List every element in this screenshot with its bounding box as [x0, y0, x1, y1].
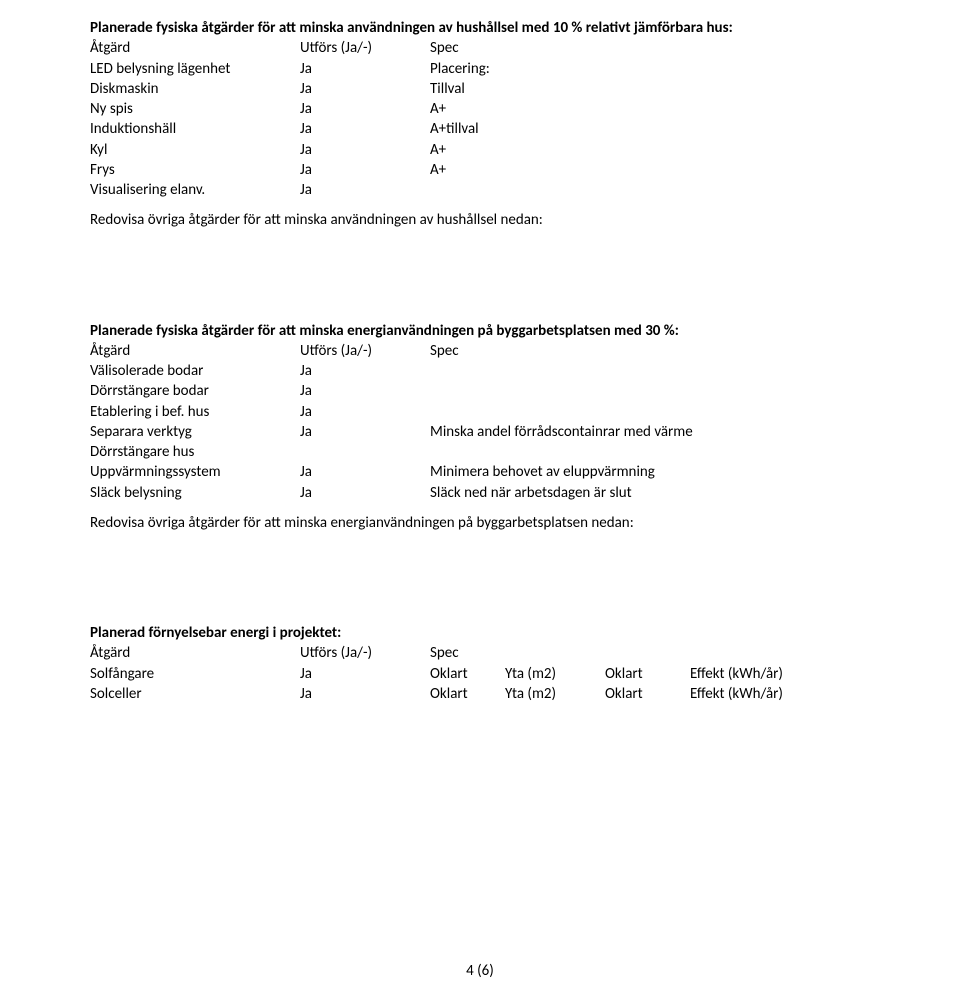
- row-action: Frys: [90, 160, 300, 180]
- table-row: Etablering i bef. hus Ja: [90, 402, 890, 422]
- row-perform: Ja: [300, 160, 430, 180]
- table-row: Solceller Ja Oklart Yta (m2) Oklart Effe…: [90, 684, 890, 704]
- row-perform: Ja: [300, 79, 430, 99]
- row-effect: Effekt (kWh/år): [690, 664, 890, 684]
- row-perform: Ja: [300, 59, 430, 79]
- row-action: Solceller: [90, 684, 300, 704]
- spacer: [90, 241, 890, 321]
- row-area-val: Oklart: [605, 684, 690, 704]
- table-row: Dörrstängare bodar Ja: [90, 381, 890, 401]
- construction-header-row: Åtgärd Utförs (Ja/-) Spec: [90, 341, 890, 361]
- household-header-b: Utförs (Ja/-): [300, 38, 430, 58]
- row-action: Separara verktyg: [90, 422, 300, 442]
- page: Planerade fysiska åtgärder för att minsk…: [0, 0, 960, 995]
- table-row: Separara verktyg Ja Minska andel förråds…: [90, 422, 890, 442]
- spacer: [90, 543, 890, 623]
- row-perform: Ja: [300, 180, 430, 200]
- household-after-paragraph: Redovisa övriga åtgärder för att minska …: [90, 210, 890, 230]
- household-header-c: Spec: [430, 38, 890, 58]
- row-action: Uppvärmningssystem: [90, 462, 300, 482]
- row-perform: Ja: [300, 99, 430, 119]
- row-action: Ny spis: [90, 99, 300, 119]
- row-action: Välisolerade bodar: [90, 361, 300, 381]
- row-perform: Ja: [300, 381, 430, 401]
- table-row: Visualisering elanv. Ja: [90, 180, 890, 200]
- row-effect: Effekt (kWh/år): [690, 684, 890, 704]
- row-perform: Ja: [300, 361, 430, 381]
- table-row: Ny spis Ja A+: [90, 99, 890, 119]
- table-row: LED belysning lägenhet Ja Placering:: [90, 59, 890, 79]
- row-spec: Tillval: [430, 79, 890, 99]
- row-perform: Ja: [300, 422, 430, 442]
- row-area: Yta (m2): [505, 684, 605, 704]
- household-title: Planerade fysiska åtgärder för att minsk…: [90, 18, 890, 38]
- row-action: Dörrstängare bodar: [90, 381, 300, 401]
- row-perform: Ja: [300, 684, 430, 704]
- renewable-header-b: Utförs (Ja/-): [300, 643, 430, 663]
- row-spec: Minimera behovet av eluppvärmning: [430, 462, 890, 482]
- row-action: Induktionshäll: [90, 119, 300, 139]
- row-spec: A+: [430, 160, 890, 180]
- table-row: Induktionshäll Ja A+tillval: [90, 119, 890, 139]
- row-spec: Oklart: [430, 664, 505, 684]
- renewable-section: Planerad förnyelsebar energi i projektet…: [90, 623, 890, 704]
- table-row: Solfångare Ja Oklart Yta (m2) Oklart Eff…: [90, 664, 890, 684]
- row-action: Kyl: [90, 140, 300, 160]
- renewable-header-c: Spec: [430, 643, 505, 663]
- row-perform: Ja: [300, 402, 430, 422]
- table-row: Uppvärmningssystem Ja Minimera behovet a…: [90, 462, 890, 482]
- row-spec: Oklart: [430, 684, 505, 704]
- household-section: Planerade fysiska åtgärder för att minsk…: [90, 18, 890, 231]
- row-action: Dörrstängare hus: [90, 442, 300, 462]
- row-action: Etablering i bef. hus: [90, 402, 300, 422]
- row-perform: Ja: [300, 483, 430, 503]
- table-row: Släck belysning Ja Släck ned när arbetsd…: [90, 483, 890, 503]
- construction-header-c: Spec: [430, 341, 890, 361]
- table-row: Frys Ja A+: [90, 160, 890, 180]
- row-action: Visualisering elanv.: [90, 180, 300, 200]
- row-spec: A+: [430, 99, 890, 119]
- household-header-row: Åtgärd Utförs (Ja/-) Spec: [90, 38, 890, 58]
- row-spec: Släck ned när arbetsdagen är slut: [430, 483, 890, 503]
- renewable-header-row: Åtgärd Utförs (Ja/-) Spec: [90, 643, 890, 663]
- table-row: Välisolerade bodar Ja: [90, 361, 890, 381]
- row-perform: Ja: [300, 119, 430, 139]
- row-perform: Ja: [300, 462, 430, 482]
- construction-after-paragraph: Redovisa övriga åtgärder för att minska …: [90, 513, 890, 533]
- row-spec: Placering:: [430, 59, 890, 79]
- construction-header-b: Utförs (Ja/-): [300, 341, 430, 361]
- row-perform: Ja: [300, 140, 430, 160]
- table-row: Diskmaskin Ja Tillval: [90, 79, 890, 99]
- table-row: Kyl Ja A+: [90, 140, 890, 160]
- row-spec: Minska andel förrådscontainrar med värme: [430, 422, 890, 442]
- construction-header-a: Åtgärd: [90, 341, 300, 361]
- row-action: Diskmaskin: [90, 79, 300, 99]
- row-action: Släck belysning: [90, 483, 300, 503]
- row-perform: Ja: [300, 664, 430, 684]
- page-footer: 4 (6): [0, 961, 960, 981]
- renewable-title: Planerad förnyelsebar energi i projektet…: [90, 623, 890, 643]
- row-spec: A+: [430, 140, 890, 160]
- row-action: LED belysning lägenhet: [90, 59, 300, 79]
- household-header-a: Åtgärd: [90, 38, 300, 58]
- row-spec: A+tillval: [430, 119, 890, 139]
- table-row: Dörrstängare hus: [90, 442, 890, 462]
- row-area: Yta (m2): [505, 664, 605, 684]
- renewable-header-a: Åtgärd: [90, 643, 300, 663]
- construction-title: Planerade fysiska åtgärder för att minsk…: [90, 321, 890, 341]
- construction-section: Planerade fysiska åtgärder för att minsk…: [90, 321, 890, 534]
- row-action: Solfångare: [90, 664, 300, 684]
- row-area-val: Oklart: [605, 664, 690, 684]
